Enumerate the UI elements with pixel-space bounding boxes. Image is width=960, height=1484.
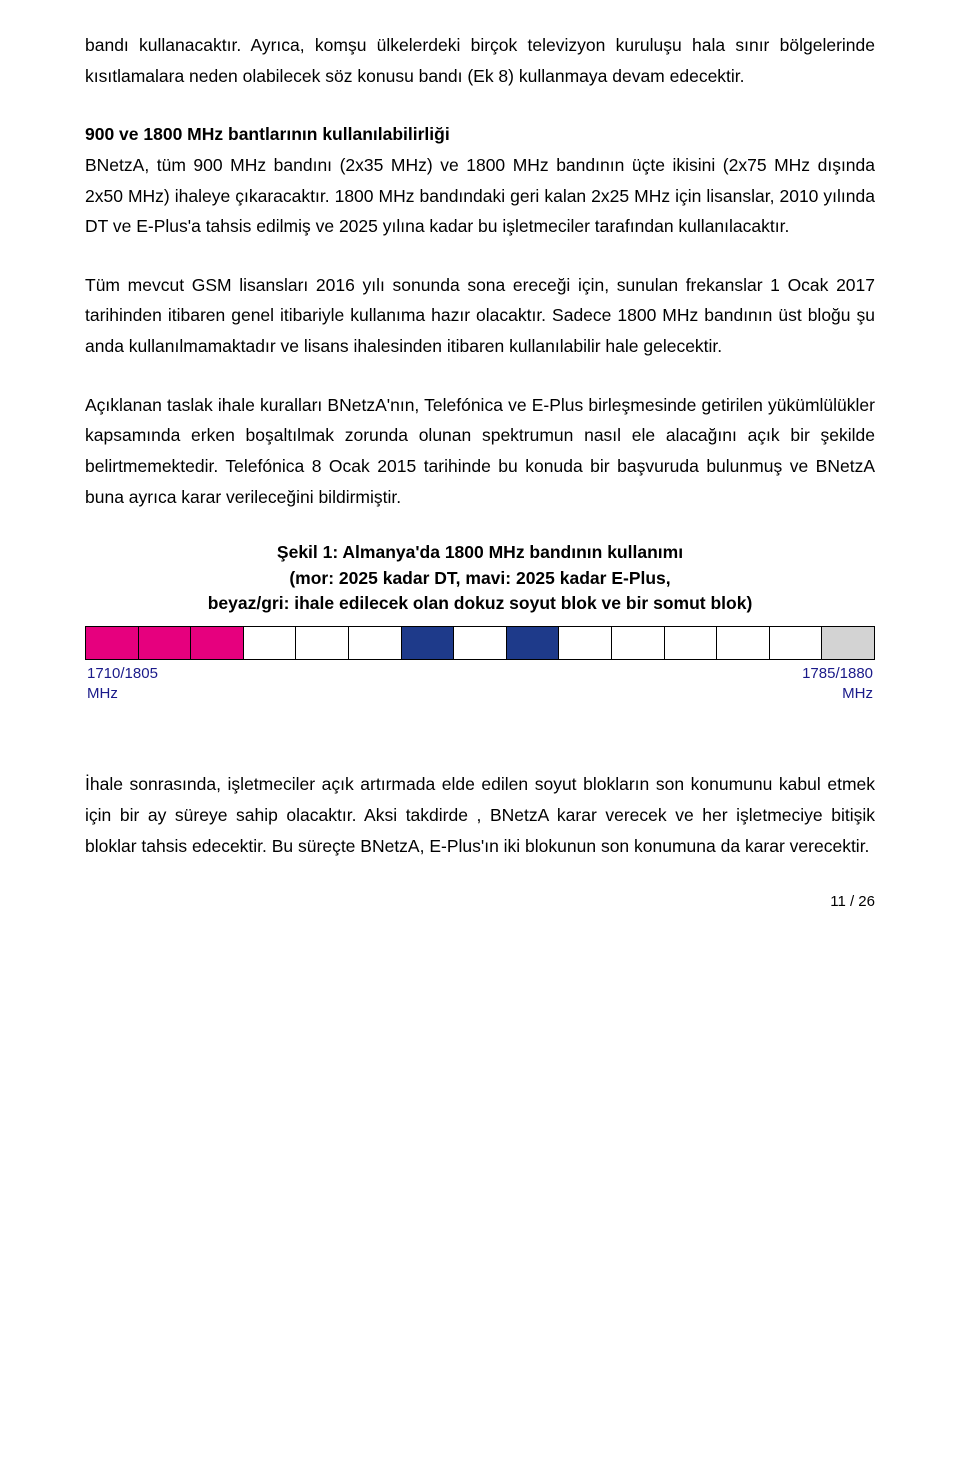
paragraph-5: İhale sonrasında, işletmeciler açık artı… (85, 769, 875, 861)
spectrum-block-1 (139, 627, 192, 659)
paragraph-2-body: BNetzA, tüm 900 MHz bandını (2x35 MHz) v… (85, 155, 875, 236)
spectrum-block-2 (191, 627, 244, 659)
figure-caption-line2: (mor: 2025 kadar DT, mavi: 2025 kadar E-… (289, 568, 670, 588)
spectrum-block-7 (454, 627, 507, 659)
spectrum-block-13 (770, 627, 823, 659)
spectrum-block-3 (244, 627, 297, 659)
spectrum-label-left: 1710/1805 MHz (87, 664, 158, 703)
figure-caption-line1: Şekil 1: Almanya'da 1800 MHz bandının ku… (277, 542, 683, 562)
spectrum-block-14 (822, 627, 875, 659)
paragraph-2: 900 ve 1800 MHz bantlarının kullanılabil… (85, 119, 875, 242)
spectrum-axis-labels: 1710/1805 MHz 1785/1880 MHz (85, 664, 875, 703)
paragraph-1: bandı kullanacaktır. Ayrıca, komşu ülkel… (85, 30, 875, 91)
spectrum-block-0 (86, 627, 139, 659)
spectrum-block-11 (665, 627, 718, 659)
spectrum-block-10 (612, 627, 665, 659)
spectrum-label-right-freq: 1785/1880 (802, 665, 873, 682)
spectrum-block-5 (349, 627, 402, 659)
spectrum-block-12 (717, 627, 770, 659)
spectrum-label-left-freq: 1710/1805 (87, 665, 158, 682)
spectrum-block-6 (402, 627, 455, 659)
spectrum-block-4 (296, 627, 349, 659)
figure-caption-line3: beyaz/gri: ihale edilecek olan dokuz soy… (208, 593, 753, 613)
spectrum-block-9 (559, 627, 612, 659)
spectrum-label-right-unit: MHz (842, 685, 873, 702)
figure-caption: Şekil 1: Almanya'da 1800 MHz bandının ku… (85, 540, 875, 616)
page-number: 11 / 26 (85, 889, 875, 915)
spectrum-label-left-unit: MHz (87, 685, 118, 702)
spectrum-chart: 1710/1805 MHz 1785/1880 MHz (85, 626, 875, 703)
paragraph-4: Açıklanan taslak ihale kuralları BNetzA'… (85, 390, 875, 513)
paragraph-3: Tüm mevcut GSM lisansları 2016 yılı sonu… (85, 270, 875, 362)
spectrum-label-right: 1785/1880 MHz (802, 664, 873, 703)
spectrum-block-8 (507, 627, 560, 659)
spectrum-bar (85, 626, 875, 660)
section-title-900-1800: 900 ve 1800 MHz bantlarının kullanılabil… (85, 124, 450, 144)
